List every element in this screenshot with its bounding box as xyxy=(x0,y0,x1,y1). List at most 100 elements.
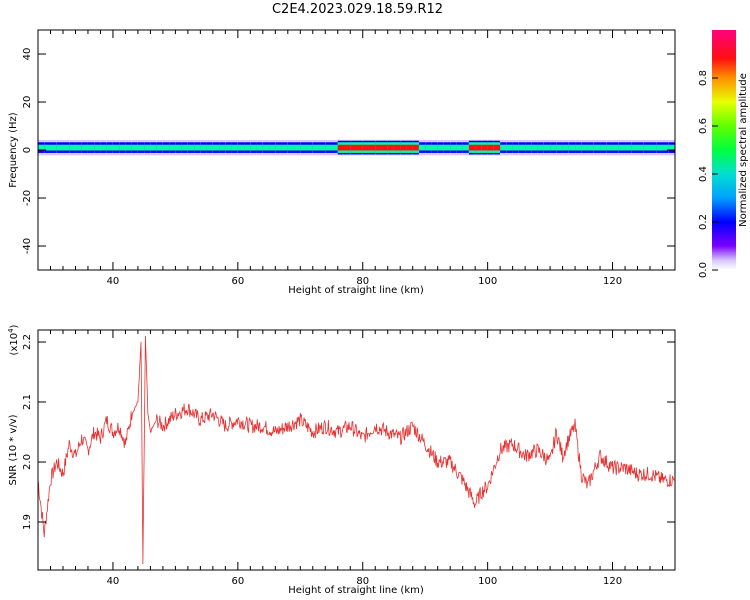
y-tick-label: -40 xyxy=(22,238,33,254)
heatmap-cell xyxy=(38,144,45,151)
heatmap-cell xyxy=(437,144,445,151)
heatmap-cell xyxy=(50,144,58,151)
colorbar-tick-label: 0.6 xyxy=(698,118,709,134)
y-tick-label: 2.1 xyxy=(22,394,33,410)
heatmap-cell xyxy=(400,144,407,151)
x-tick-label: 100 xyxy=(478,576,497,587)
y-tick-label: 2.2 xyxy=(22,334,33,350)
x-tick-label: 60 xyxy=(231,276,244,287)
heatmap-cell xyxy=(169,144,176,151)
heatmap-cell xyxy=(131,144,139,151)
x-tick-label: 60 xyxy=(231,576,244,587)
heatmap-cell xyxy=(587,144,595,151)
heatmap-cell xyxy=(106,144,114,151)
heatmap-cell xyxy=(425,144,432,151)
heatmap-cell xyxy=(393,144,401,151)
colorbar-ticks: 0.0 0.2 0.4 0.6 0.8 xyxy=(698,70,718,278)
heatmap-cell xyxy=(150,144,158,151)
heatmap-cell xyxy=(175,144,183,151)
heatmap-cell xyxy=(344,144,351,151)
heatmap-cell xyxy=(656,144,664,151)
heatmap-cell xyxy=(356,144,364,151)
heatmap-cell xyxy=(443,144,451,151)
heatmap-cell xyxy=(306,144,314,151)
heatmap-cell xyxy=(162,144,170,151)
heatmap-cell xyxy=(581,144,589,151)
heatmap-cell xyxy=(81,144,89,151)
heatmap-cell xyxy=(650,144,657,151)
heatmap-cell xyxy=(387,144,395,151)
snr-multiplier: (x104) xyxy=(7,324,20,355)
heatmap-cell xyxy=(275,144,283,151)
colorbar-tick-label: 0.0 xyxy=(698,262,709,278)
x-tick-label: 100 xyxy=(478,276,497,287)
heatmap-cell xyxy=(87,144,95,151)
snr-series-line xyxy=(38,335,675,565)
heatmap-cell xyxy=(225,144,233,151)
heatmap-cell xyxy=(412,144,420,151)
heatmap-cell xyxy=(662,144,670,151)
heatmap-cell xyxy=(219,144,226,151)
heatmap-cell xyxy=(237,144,245,151)
x-tick-label: 120 xyxy=(603,276,622,287)
heatmap-cell xyxy=(625,144,632,151)
heatmap-cell xyxy=(231,144,239,151)
heatmap-cell xyxy=(487,144,495,151)
figure-title: C2E4.2023.029.18.59.R12 xyxy=(271,2,444,17)
colorbar-tick-label: 0.4 xyxy=(698,166,709,182)
heatmap-cell xyxy=(612,144,620,151)
heatmap-cell xyxy=(312,144,320,151)
heatmap-cell xyxy=(575,144,582,151)
heatmap-cell xyxy=(543,144,551,151)
heatmap-cell xyxy=(562,144,570,151)
colorbar-tick-label: 0.8 xyxy=(698,70,709,86)
spectrogram-xlabel: Height of straight line (km) xyxy=(288,285,424,296)
y-tick-label: 40 xyxy=(22,48,33,61)
heatmap-cell xyxy=(325,144,333,151)
colorbar-gradient xyxy=(712,30,736,270)
heatmap-cell xyxy=(475,144,482,151)
heatmap-cell xyxy=(518,144,526,151)
heatmap-cell xyxy=(606,144,614,151)
x-tick-label: 80 xyxy=(356,276,369,287)
spectrogram-ylabel: Frequency (Hz) xyxy=(8,112,19,188)
heatmap-cell xyxy=(44,144,51,151)
heatmap-cell xyxy=(462,144,470,151)
heatmap-cell xyxy=(406,144,414,151)
heatmap-cell xyxy=(331,144,339,151)
heatmap-cell xyxy=(137,144,145,151)
heatmap-cell xyxy=(187,144,195,151)
heatmap-cell xyxy=(62,144,70,151)
heatmap-cell xyxy=(556,144,564,151)
heatmap-cell xyxy=(300,144,308,151)
heatmap-cell xyxy=(287,144,295,151)
heatmap-cell xyxy=(568,144,576,151)
heatmap-cell xyxy=(350,144,357,151)
heatmap-cell xyxy=(319,144,326,151)
heatmap-cell xyxy=(250,144,258,151)
spectrogram-ticks: 40 60 80 100 120 40 20 0 -20 -40 xyxy=(22,30,676,287)
heatmap-cell xyxy=(212,144,220,151)
heatmap-cell xyxy=(112,144,120,151)
heatmap-cell xyxy=(637,144,645,151)
heatmap-cell xyxy=(643,144,651,151)
y-tick-label: 0 xyxy=(22,147,33,153)
snr-ylabel: SNR (10 * v/v) xyxy=(8,414,19,485)
heatmap-cell xyxy=(206,144,214,151)
y-tick-label: 20 xyxy=(22,96,33,109)
y-tick-label: -20 xyxy=(22,190,33,206)
heatmap-cell xyxy=(294,144,301,151)
heatmap-cell xyxy=(156,144,164,151)
heatmap-cell xyxy=(69,144,76,151)
heatmap-cell xyxy=(381,144,389,151)
heatmap-cell xyxy=(269,144,276,151)
spectrogram-panel: 40 60 80 100 120 40 20 0 -20 -40 Height of straig… xyxy=(8,29,676,296)
heatmap-cell xyxy=(144,144,151,151)
heatmap-cell xyxy=(56,144,64,151)
heatmap-cell xyxy=(631,144,639,151)
heatmap-cell xyxy=(431,144,439,151)
heatmap-cell xyxy=(493,144,501,151)
colorbar-label: Normalized spectral amplitude xyxy=(738,73,749,227)
snr-ticks: 40 60 80 100 120 1.9 2.0 2.1 2.2 xyxy=(22,330,676,587)
